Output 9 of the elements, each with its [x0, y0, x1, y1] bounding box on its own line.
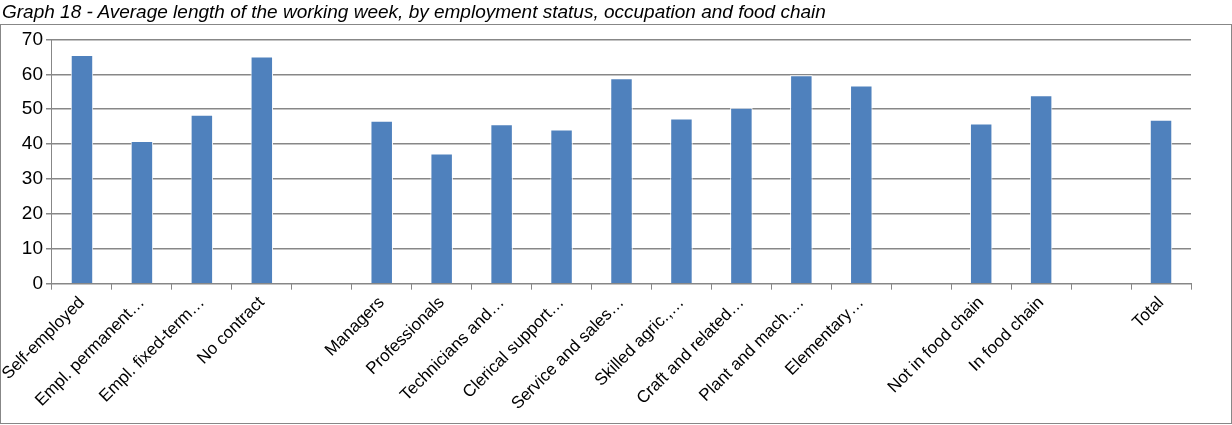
y-tick-label: 30: [21, 167, 43, 189]
chart-title: Graph 18 - Average length of the working week, by employment status, occupation and food chain: [1, 0, 827, 24]
y-tick-label: 60: [21, 62, 43, 84]
y-tick-label: 40: [21, 132, 43, 154]
y-tick-label: 70: [21, 27, 43, 49]
y-tick-label: 10: [21, 237, 43, 259]
y-tick-label: 20: [21, 202, 43, 224]
y-tick-label: 0: [32, 271, 43, 293]
y-tick-label: 50: [21, 97, 43, 119]
